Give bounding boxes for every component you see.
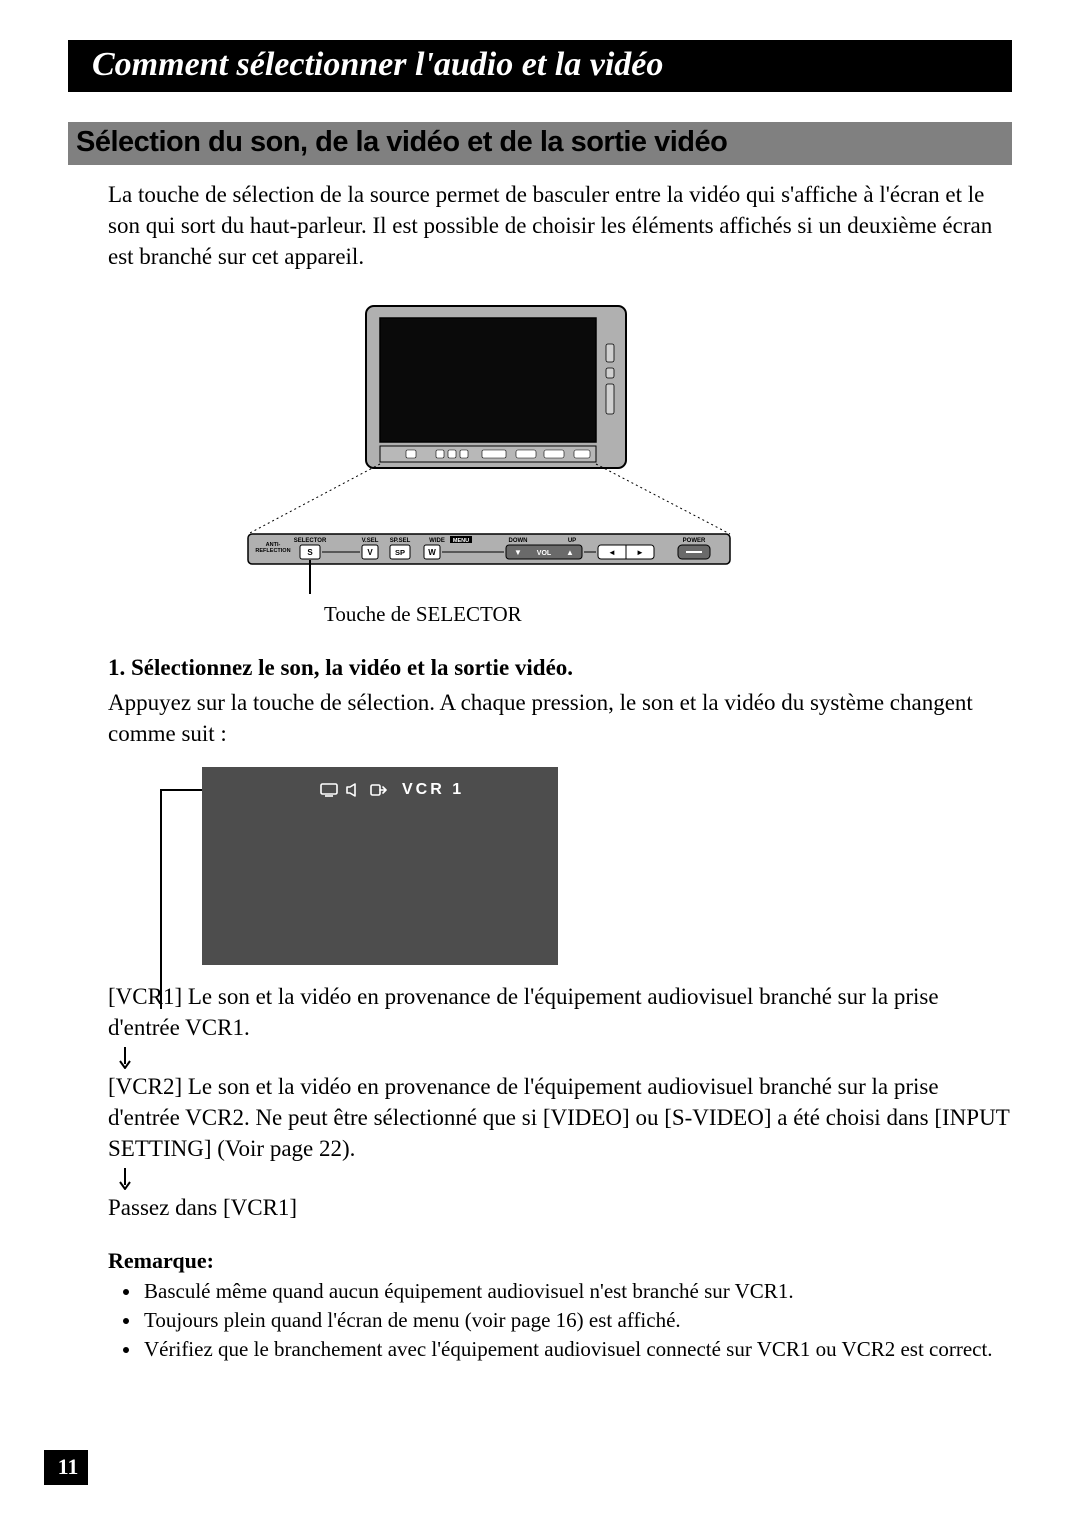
- speaker-icon: [346, 783, 362, 797]
- output-icon: [370, 783, 388, 797]
- btn-vol-up: ▲: [566, 548, 574, 557]
- seq-return: Passez dans [VCR1]: [108, 1192, 1012, 1223]
- label-selector: SELECTOR: [294, 538, 327, 544]
- list-item: Basculé même quand aucun équipement audi…: [142, 1278, 1012, 1305]
- callout-selector: Touche de SELECTOR: [324, 602, 1012, 627]
- list-item: Toujours plein quand l'écran de menu (vo…: [142, 1307, 1012, 1334]
- btn-vol: VOL: [537, 550, 552, 557]
- intro-paragraph: La touche de sélection de la source perm…: [108, 179, 1012, 272]
- osd-leader-v: [160, 789, 162, 1009]
- section-title: Sélection du son, de la vidéo et de la s…: [76, 126, 727, 158]
- seq-vcr2: [VCR2] Le son et la vidéo en provenance …: [108, 1071, 1012, 1164]
- btn-left: ◄: [608, 548, 616, 557]
- down-arrow-icon: [118, 1047, 132, 1069]
- chapter-title: Comment sélectionner l'audio et la vidéo: [92, 46, 663, 83]
- btn-sp: SP: [395, 548, 405, 557]
- monitor-diagram: ANTI- REFLECTION SELECTOR V.SEL SP.SEL W…: [116, 304, 1012, 627]
- section-title-bar: Sélection du son, de la vidéo et de la s…: [68, 122, 1012, 165]
- label-spsel: SP.SEL: [390, 538, 411, 544]
- btn-w: W: [428, 548, 436, 557]
- step1-body: Appuyez sur la touche de sélection. A ch…: [108, 687, 1012, 749]
- label-down: DOWN: [509, 538, 528, 544]
- svg-text:MENU: MENU: [453, 538, 469, 544]
- remarque-list: Basculé même quand aucun équipement audi…: [142, 1278, 1012, 1364]
- list-item: Vérifiez que le branchement avec l'équip…: [142, 1336, 1012, 1363]
- tv-icon: [320, 783, 338, 797]
- step1-title: 1. Sélectionnez le son, la vidéo et la s…: [108, 655, 1012, 681]
- down-arrow-icon: [118, 1168, 132, 1190]
- remarque-heading: Remarque:: [108, 1248, 1012, 1274]
- btn-vol-down: ▼: [514, 548, 522, 557]
- label-power: POWER: [683, 538, 706, 544]
- osd-diagram: VCR 1: [108, 767, 1012, 965]
- btn-v: V: [367, 548, 373, 557]
- label-up: UP: [568, 538, 576, 544]
- svg-text:REFLECTION: REFLECTION: [255, 548, 290, 554]
- osd-screen: VCR 1: [202, 767, 558, 965]
- seq-vcr1: [VCR1] Le son et la vidéo en provenance …: [108, 981, 1012, 1043]
- chapter-title-bar: Comment sélectionner l'audio et la vidéo: [68, 40, 1012, 92]
- page-number: 11: [44, 1450, 88, 1485]
- btn-s: S: [307, 548, 313, 557]
- label-vsel: V.SEL: [362, 538, 379, 544]
- btn-right: ►: [636, 548, 644, 557]
- osd-label: VCR 1: [402, 781, 464, 799]
- svg-text:WIDE: WIDE: [429, 538, 445, 544]
